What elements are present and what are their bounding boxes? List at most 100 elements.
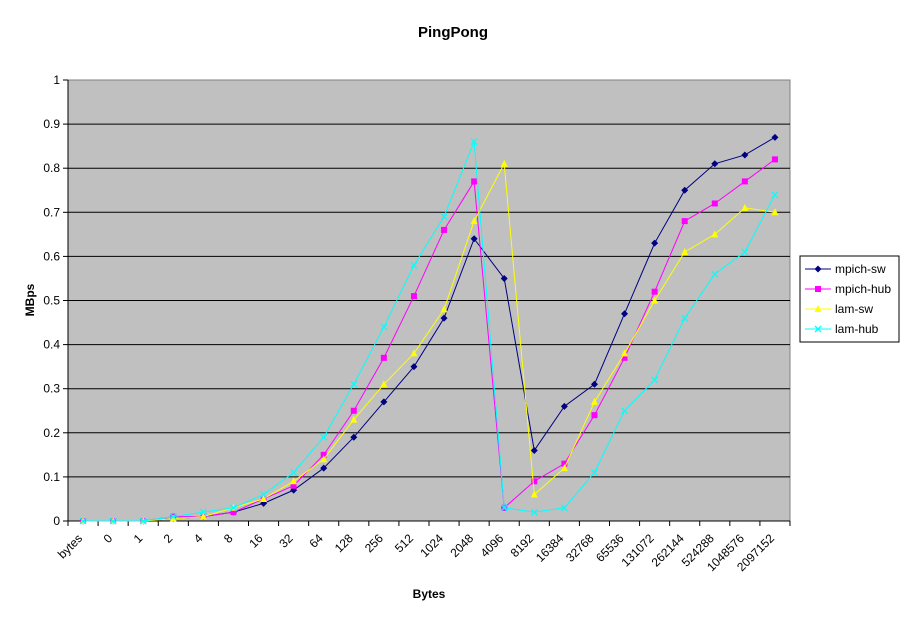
data-point-mpich-sw: [621, 310, 629, 318]
data-point-lam-sw: [651, 296, 659, 304]
data-point-mpich-sw: [500, 274, 508, 282]
y-tick-label: 0.4: [43, 338, 60, 352]
data-point-lam-sw: [470, 217, 478, 225]
data-point-lam-sw: [169, 514, 177, 522]
data-point-lam-sw: [380, 380, 388, 388]
legend-item-lam-sw: lam-sw: [805, 302, 873, 316]
data-point-mpich-hub: [741, 178, 748, 185]
x-tick-label: 128: [332, 531, 356, 555]
x-tick-label: bytes: [55, 531, 85, 561]
legend-label: lam-hub: [835, 322, 879, 336]
x-axis-title: Bytes: [413, 587, 446, 601]
data-point-lam-sw: [290, 477, 298, 485]
data-point-lam-hub: [109, 517, 117, 525]
data-point-lam-hub: [590, 469, 598, 476]
data-point-lam-hub: [470, 138, 478, 146]
data-point-lam-sw: [440, 305, 448, 313]
y-tick-label: 0.9: [43, 117, 60, 131]
data-point-lam-sw: [771, 208, 779, 216]
x-tick-label: 131072: [619, 531, 657, 569]
x-tick-label: 2048: [447, 531, 476, 560]
legend-label: mpich-sw: [835, 262, 886, 276]
y-tick-label: 0.7: [43, 205, 60, 219]
data-point-mpich-sw: [741, 151, 749, 159]
legend-label: lam-sw: [835, 302, 873, 316]
y-tick-label: 1: [53, 73, 60, 87]
data-point-mpich-hub: [591, 412, 598, 419]
data-point-lam-sw: [621, 349, 629, 357]
y-tick-label: 0.6: [43, 249, 60, 263]
data-point-lam-hub: [681, 314, 689, 322]
data-point-mpich-hub: [380, 354, 387, 361]
y-tick-label: 0: [53, 514, 60, 528]
y-axis: 0 0.1 0.2 0.3 0.4 0.5 0.6 0.7 0.8 0.9 1: [43, 73, 69, 528]
data-point-lam-hub: [440, 213, 448, 221]
data-point-lam-hub: [290, 469, 298, 476]
x-tick-label: 4096: [478, 531, 507, 560]
x-tick-label: 512: [392, 531, 416, 555]
data-point-mpich-sw: [711, 160, 719, 168]
data-point-lam-sw: [199, 512, 207, 520]
x-tick-label: 64: [306, 531, 326, 551]
data-point-lam-sw: [500, 159, 508, 167]
y-tick-label: 0.5: [43, 294, 60, 308]
data-point-mpich-sw: [681, 186, 689, 194]
legend-marker: [814, 325, 822, 333]
data-point-lam-hub: [380, 323, 388, 331]
legend-item-mpich-hub: mpich-hub: [805, 282, 891, 296]
series-lam-hub: [79, 138, 779, 525]
data-point-lam-sw: [350, 415, 358, 423]
data-point-mpich-sw: [350, 433, 358, 441]
data-point-mpich-sw: [380, 398, 388, 406]
data-point-lam-hub: [530, 508, 538, 516]
y-tick-label: 0.8: [43, 161, 60, 175]
x-tick-label: 262144: [649, 531, 687, 569]
data-point-mpich-hub: [681, 218, 688, 225]
x-tick-label: 8192: [508, 531, 537, 560]
x-axis: bytes 0 1 2 4 8 16 32 64 128 256 512 1024 2048 4096 819…: [55, 520, 791, 574]
data-point-mpich-hub: [531, 478, 538, 485]
data-point-mpich-sw: [320, 464, 328, 472]
data-point-lam-sw: [590, 397, 598, 405]
data-point-mpich-hub: [471, 178, 478, 185]
chart-title: PingPong: [418, 24, 488, 41]
data-point-lam-hub: [651, 376, 659, 384]
data-point-lam-hub: [741, 248, 749, 256]
data-point-lam-hub: [711, 270, 719, 278]
data-point-lam-sw: [560, 464, 568, 472]
legend-item-lam-hub: lam-hub: [805, 322, 879, 336]
data-point-mpich-hub: [320, 451, 327, 458]
data-point-mpich-sw: [651, 239, 659, 247]
x-tick-label: 8: [221, 531, 236, 546]
data-point-lam-hub: [320, 433, 328, 441]
y-axis-title: MBps: [23, 283, 37, 316]
data-point-mpich-hub: [621, 354, 628, 361]
data-point-lam-hub: [139, 517, 147, 525]
data-point-mpich-sw: [771, 133, 779, 141]
data-point-mpich-hub: [410, 293, 417, 300]
legend-item-mpich-sw: mpich-sw: [805, 262, 886, 276]
data-point-mpich-hub: [441, 226, 448, 233]
data-point-lam-hub: [560, 504, 568, 512]
data-point-lam-sw: [681, 247, 689, 255]
data-point-mpich-hub: [230, 509, 237, 516]
data-point-lam-hub: [229, 504, 237, 512]
data-point-mpich-sw: [590, 380, 598, 388]
data-point-lam-hub: [199, 508, 207, 516]
data-point-lam-hub: [410, 261, 418, 269]
data-point-mpich-sw: [530, 446, 538, 454]
data-point-lam-hub: [621, 407, 629, 415]
x-tick-label: 16: [246, 531, 266, 551]
y-tick-label: 0.2: [43, 426, 60, 440]
x-tick-label: 16384: [533, 531, 567, 565]
x-tick-label: 32: [276, 531, 296, 551]
x-tick-label: 2: [161, 531, 176, 546]
x-tick-label: 256: [362, 531, 386, 555]
series-line-lam-hub: [83, 141, 776, 522]
data-point-lam-hub: [500, 504, 508, 512]
data-point-mpich-sw: [440, 314, 448, 322]
legend: mpich-sw mpich-hub lam-sw lam-hub: [799, 255, 900, 343]
legend-marker: [815, 286, 821, 292]
data-point-lam-sw: [320, 455, 328, 463]
data-point-lam-sw: [741, 203, 749, 211]
